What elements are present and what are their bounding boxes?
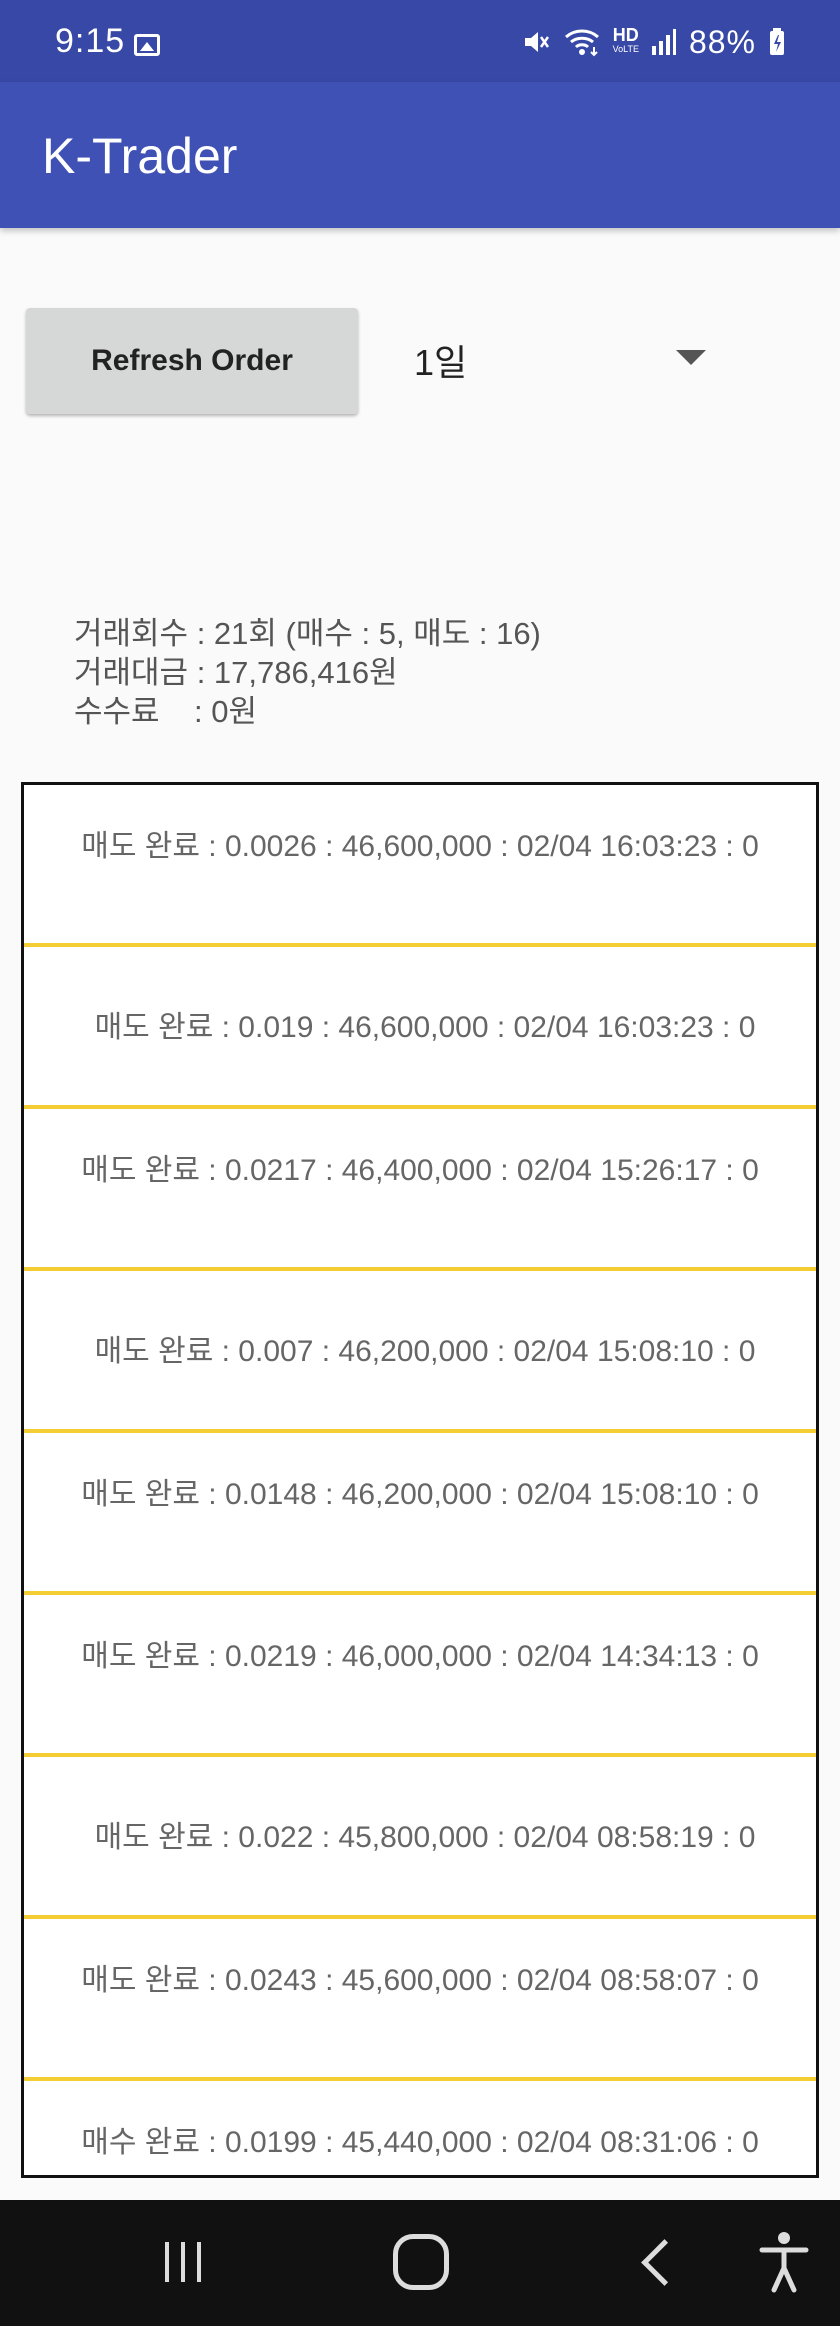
order-list[interactable]: 매도 완료 : 0.0026 : 46,600,000 : 02/04 16:0… (21, 782, 819, 2178)
accessibility-icon[interactable] (758, 2230, 810, 2294)
order-text: 매도 완료 : 0.022 : 45,800,000 : 02/04 08:58… (94, 1821, 756, 1854)
period-selected-value: 1일 (414, 342, 468, 383)
hd-label: HD (612, 25, 639, 45)
order-row[interactable]: 매도 완료 : 0.0148 : 46,200,000 : 02/04 15:0… (24, 1433, 816, 1595)
order-text: 매도 완료 : 0.0026 : 46,600,000 : 02/04 16:0… (81, 830, 759, 863)
order-text: 매도 완료 : 0.0217 : 46,400,000 : 02/04 15:2… (81, 1154, 759, 1187)
status-indicators: HD VoLTE 88% (521, 22, 786, 62)
order-row[interactable]: 매도 완료 : 0.022 : 45,800,000 : 02/04 08:58… (24, 1757, 816, 1919)
order-row[interactable]: 매도 완료 : 0.0026 : 46,600,000 : 02/04 16:0… (24, 785, 816, 947)
order-text: 매도 완료 : 0.0219 : 46,000,000 : 02/04 14:3… (81, 1640, 759, 1673)
voice-label: VoLTE (612, 44, 639, 54)
photo-icon (134, 34, 160, 56)
dropdown-arrow-icon (676, 350, 706, 365)
order-text: 매도 완료 : 0.0148 : 46,200,000 : 02/04 15:0… (81, 1478, 759, 1511)
order-text: 매수 완료 : 0.0199 : 45,440,000 : 02/04 08:3… (81, 2126, 759, 2159)
order-row[interactable]: 매수 완료 : 0.0199 : 45,440,000 : 02/04 08:3… (24, 2081, 816, 2175)
status-time: 9:15 (55, 22, 126, 60)
order-text: 매도 완료 : 0.007 : 46,200,000 : 02/04 15:08… (94, 1335, 756, 1368)
hd-voice-icon: HD VoLTE (612, 25, 639, 56)
trade-fee: 수수료 : 0원 (74, 694, 257, 729)
status-bar: 9:15 HD VoLTE 88% (0, 0, 840, 82)
mute-icon (524, 32, 549, 52)
trade-count: 거래회수 : 21회 (매수 : 5, 매도 : 16) (74, 616, 541, 651)
order-row[interactable]: 매도 완료 : 0.0217 : 46,400,000 : 02/04 15:2… (24, 1109, 816, 1271)
order-row[interactable]: 매도 완료 : 0.0219 : 46,000,000 : 02/04 14:3… (24, 1595, 816, 1757)
trade-amount: 거래대금 : 17,786,416원 (74, 655, 398, 690)
order-text: 매도 완료 : 0.0243 : 45,600,000 : 02/04 08:5… (81, 1964, 759, 1997)
order-text: 매도 완료 : 0.019 : 46,600,000 : 02/04 16:03… (94, 1011, 756, 1044)
signal-icon (651, 29, 676, 55)
home-icon[interactable] (393, 2234, 449, 2290)
back-icon[interactable] (638, 2238, 698, 2288)
battery-percent: 88% (688, 23, 756, 60)
period-dropdown[interactable]: 1일 (400, 310, 720, 406)
navigation-bar (0, 2200, 840, 2326)
recent-apps-icon[interactable] (155, 2238, 215, 2288)
order-row[interactable]: 매도 완료 : 0.007 : 46,200,000 : 02/04 15:08… (24, 1271, 816, 1433)
order-row[interactable]: 매도 완료 : 0.0243 : 45,600,000 : 02/04 08:5… (24, 1919, 816, 2081)
refresh-order-button[interactable]: Refresh Order (26, 308, 358, 414)
app-bar: K-Trader (0, 82, 840, 228)
app-title: K-Trader (42, 128, 238, 184)
trade-stats: 거래회수 : 21회 (매수 : 5, 매도 : 16) 거래대금 : 17,7… (74, 614, 541, 731)
battery-icon (770, 28, 784, 55)
wifi-icon (564, 29, 599, 57)
order-row[interactable]: 매도 완료 : 0.019 : 46,600,000 : 02/04 16:03… (24, 947, 816, 1109)
